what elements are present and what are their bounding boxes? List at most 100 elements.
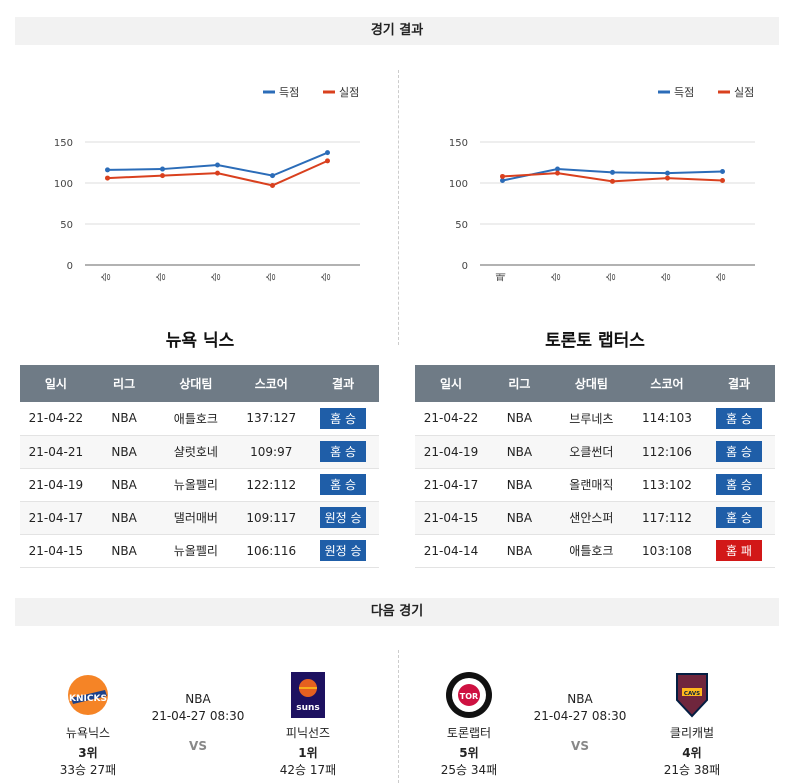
table-row: 21-04-17 NBA 댈러매버 109:117 원정 승 (20, 501, 379, 535)
cavaliers-logo-icon: CAVS (667, 670, 717, 720)
raptors-results-table: 일시 리그 상대팀 스코어 결과 21-04-22 NBA 브루네츠 114:103 홈 승 21… (415, 365, 775, 568)
cell-opponent: 올랜매직 (551, 468, 631, 502)
cell-opponent: 애틀호크 (156, 402, 236, 436)
data-point (610, 169, 615, 175)
raptors-score-chart: 득점 실점 0 50 100 150 패 승 승 승 승 (449, 86, 755, 282)
data-point (105, 167, 110, 173)
result-badge: 홈 승 (715, 441, 762, 462)
legend-label: 실점 (734, 86, 754, 99)
cell-score: 106:116 (235, 534, 308, 568)
data-point (160, 166, 165, 172)
team-record: 25승 34패 (440, 763, 498, 777)
team-name: 토론랩터 (446, 726, 492, 740)
cell-date: 21-04-15 (20, 534, 92, 568)
cell-result: 홈 승 (702, 468, 775, 502)
next-game-info-1: NBA 21-04-27 08:30 VS (148, 692, 248, 753)
cell-league: NBA (487, 435, 552, 469)
team-title-raptors: 토론토 랩터스 (545, 331, 645, 351)
y-tick-label: 100 (449, 179, 468, 190)
table-row: 21-04-19 NBA 뉴올펠리 122:112 홈 승 (20, 468, 379, 502)
cell-result: 홈 승 (307, 402, 379, 436)
team-rank: 3위 (78, 746, 98, 760)
x-tick-label: 승 (606, 272, 618, 281)
y-tick-label: 50 (60, 220, 73, 231)
result-badge: 원정 승 (320, 507, 367, 528)
table-row: 21-04-14 NBA 애틀호크 103:108 홈 패 (415, 534, 775, 568)
data-point (500, 173, 505, 179)
x-tick-label: 승 (551, 272, 563, 281)
next-game-header: 다음 경기 (15, 598, 779, 626)
legend-label: 득점 (279, 86, 299, 99)
cell-date: 21-04-17 (20, 501, 92, 535)
results-header: 경기 결과 (15, 17, 779, 45)
cell-league: NBA (91, 501, 157, 535)
data-point (555, 170, 560, 176)
cell-result: 홈 승 (702, 435, 775, 469)
column-header: 스코어 (630, 365, 703, 402)
legend-label: 득점 (674, 86, 694, 99)
result-badge: 홈 패 (715, 540, 762, 561)
next-divider (398, 650, 399, 783)
cell-opponent: 애틀호크 (551, 534, 631, 568)
cell-result: 원정 승 (307, 534, 379, 568)
cell-result: 홈 패 (702, 534, 775, 568)
team-record: 42승 17패 (279, 763, 337, 777)
next-away-team-2[interactable]: CAVS 클리캐벌 4위 21승 38패 (652, 670, 732, 778)
league-label: NBA (185, 692, 211, 706)
cell-opponent: 오클썬더 (551, 435, 631, 469)
vs-label: VS (571, 739, 589, 753)
next-game-info-2: NBA 21-04-27 08:30 VS (530, 692, 630, 753)
column-header: 리그 (91, 365, 157, 402)
x-tick-label: 승 (661, 272, 673, 281)
result-badge: 홈 승 (320, 474, 367, 495)
team-rank: 1위 (298, 746, 318, 760)
data-point (720, 169, 725, 175)
game-datetime: 21-04-27 08:30 (533, 709, 627, 723)
table-row: 21-04-17 NBA 올랜매직 113:102 홈 승 (415, 468, 775, 502)
data-point (160, 173, 165, 179)
cell-league: NBA (487, 402, 552, 436)
vs-label: VS (189, 739, 207, 753)
team-name: 피닉선즈 (285, 726, 331, 740)
data-point (500, 178, 505, 184)
knicks-logo-icon: KNICKS (63, 670, 113, 720)
next-home-team-2[interactable]: TOR 토론랩터 5위 25승 34패 (429, 670, 509, 778)
cell-opponent: 브루네츠 (551, 402, 631, 436)
result-badge: 원정 승 (320, 540, 367, 561)
table-row: 21-04-15 NBA 뉴올펠리 106:116 원정 승 (20, 534, 379, 568)
column-header: 일시 (20, 365, 92, 402)
y-tick-label: 150 (54, 138, 73, 149)
cell-league: NBA (91, 534, 157, 568)
data-point (105, 175, 110, 181)
cell-opponent: 샌안스퍼 (551, 501, 631, 535)
next-home-team-1[interactable]: KNICKS 뉴욕닉스 3위 33승 27패 (48, 670, 128, 778)
svg-text:KNICKS: KNICKS (69, 694, 107, 704)
team-title-knicks: 뉴욕 닉스 (165, 331, 235, 351)
data-point (555, 166, 560, 172)
knicks-results-table: 일시 리그 상대팀 스코어 결과 21-04-22 NBA 애틀호크 137:127 홈 승 21… (20, 365, 379, 568)
y-tick-label: 150 (449, 138, 468, 149)
cell-opponent: 뉴올펠리 (156, 468, 236, 502)
svg-text:CAVS: CAVS (684, 691, 700, 697)
column-header: 상대팀 (551, 365, 631, 402)
cell-score: 109:97 (235, 435, 308, 469)
cell-date: 21-04-17 (415, 468, 487, 502)
cell-date: 21-04-19 (415, 435, 487, 469)
cell-result: 홈 승 (702, 402, 775, 436)
x-tick-label: 승 (716, 272, 728, 281)
cell-score: 122:112 (235, 468, 308, 502)
cell-result: 원정 승 (307, 501, 379, 535)
data-point (325, 150, 330, 156)
next-away-team-1[interactable]: suns 피닉선즈 1위 42승 17패 (268, 670, 348, 778)
team-name: 클리캐벌 (669, 726, 715, 740)
cell-league: NBA (487, 501, 552, 535)
cell-date: 21-04-22 (20, 402, 92, 436)
knicks-score-chart: 득점 실점 0 50 100 150 승 승 승 승 승 (54, 86, 360, 282)
legend-label: 실점 (339, 86, 359, 99)
x-tick-label: 승 (321, 272, 333, 281)
y-tick-label: 50 (455, 220, 468, 231)
column-header: 스코어 (235, 365, 308, 402)
team-rank: 4위 (682, 746, 702, 760)
result-badge: 홈 승 (715, 474, 762, 495)
cell-score: 109:117 (235, 501, 308, 535)
